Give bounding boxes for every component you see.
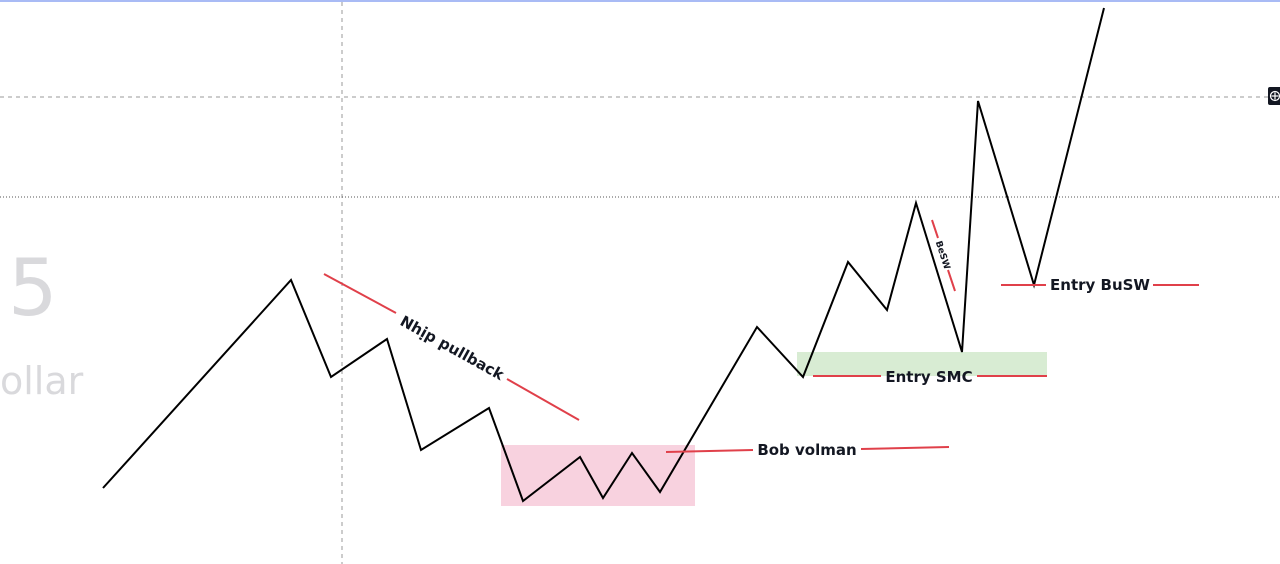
besw-line-bottom[interactable] <box>947 269 956 292</box>
watermark-number: 5 <box>8 244 58 334</box>
watermark-text: ollar <box>0 359 84 403</box>
bob-volman-line-right[interactable] <box>860 446 950 450</box>
crosshair-button[interactable] <box>1268 87 1280 105</box>
bob-volman-line-left[interactable] <box>665 449 754 453</box>
nhip-pullback-line-left[interactable] <box>323 273 397 314</box>
besw-line-top[interactable] <box>931 219 939 239</box>
nhip-pullback-line-right[interactable] <box>506 378 580 421</box>
entry-busw-label: Entry BuSW <box>1050 276 1150 294</box>
crosshair-icon <box>1269 90 1280 102</box>
entry-smc-label: Entry SMC <box>885 368 972 386</box>
top-border <box>0 0 1280 2</box>
bob-volman-range-box[interactable] <box>501 445 695 506</box>
bob-volman-label: Bob volman <box>757 441 856 459</box>
price-path-line[interactable] <box>102 7 1105 503</box>
entry-smc-zone[interactable] <box>797 352 1047 376</box>
nhip-pullback-label: Nhịp pullback <box>397 312 508 384</box>
